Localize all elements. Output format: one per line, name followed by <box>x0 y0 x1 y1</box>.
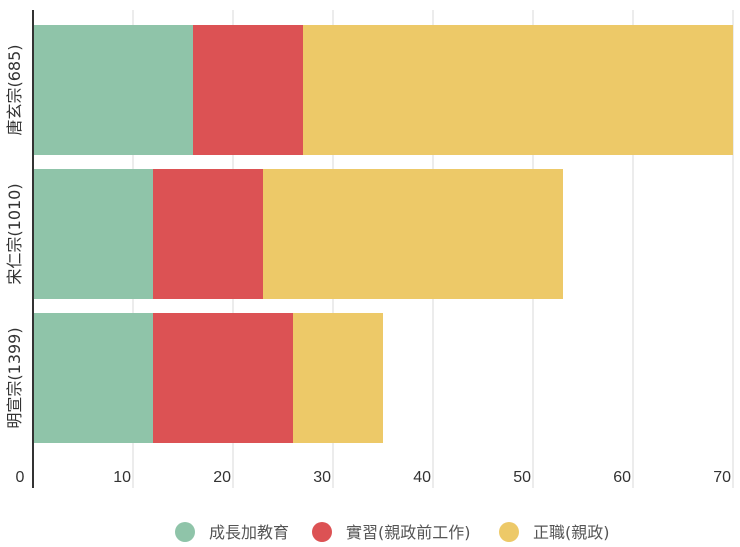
bars-group <box>33 25 733 443</box>
bar-segment <box>33 313 153 443</box>
x-tick-label: 20 <box>213 469 231 486</box>
bar-segment <box>263 169 563 299</box>
category-label: 明宣宗(1399) <box>5 327 24 428</box>
bar-segment <box>293 313 383 443</box>
bar-segment <box>153 313 293 443</box>
category-labels: 唐玄宗(685) 宋仁宗(1010) 明宣宗(1399) <box>5 44 24 428</box>
category-label: 宋仁宗(1010) <box>5 183 24 284</box>
legend-swatch <box>175 522 195 542</box>
legend: 成長加教育 實習(親政前工作) 正職(親政) <box>175 522 610 542</box>
legend-swatch <box>312 522 332 542</box>
x-tick-label: 60 <box>613 469 631 486</box>
legend-swatch <box>499 522 519 542</box>
x-tick-label: 70 <box>713 469 731 486</box>
bar-segment <box>153 169 263 299</box>
legend-label: 實習(親政前工作) <box>346 523 471 542</box>
bar-segment <box>193 25 303 155</box>
bar-segment <box>33 25 193 155</box>
legend-label: 成長加教育 <box>209 523 289 542</box>
x-axis-ticks: 0 10 20 30 40 50 60 70 <box>16 469 732 486</box>
bar-segment <box>303 25 733 155</box>
category-label: 唐玄宗(685) <box>5 44 24 135</box>
bar-segment <box>33 169 153 299</box>
legend-label: 正職(親政) <box>533 523 610 542</box>
x-tick-label: 50 <box>513 469 531 486</box>
x-tick-label: 40 <box>413 469 431 486</box>
x-tick-label: 0 <box>16 469 25 486</box>
x-tick-label: 10 <box>113 469 131 486</box>
x-tick-label: 30 <box>313 469 331 486</box>
